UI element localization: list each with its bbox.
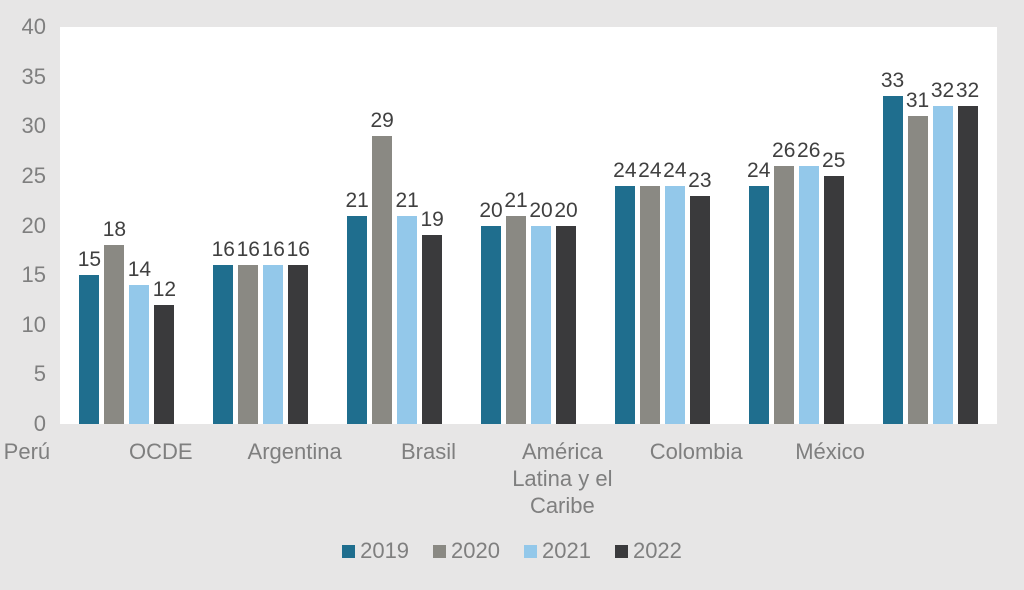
bar-value-label: 16 — [236, 238, 260, 262]
category-label: OCDE — [129, 439, 193, 464]
bar-2021-Brasil — [531, 225, 551, 424]
category-label: Perú — [3, 439, 51, 464]
bar-2021-Argentina — [397, 215, 418, 424]
bar-value-label: 24 — [638, 158, 662, 182]
bar-2020-América — [639, 185, 660, 424]
bar-value-label: 20 — [529, 198, 553, 222]
bar-2020-Perú — [104, 245, 125, 424]
bar-value-label: 32 — [955, 79, 980, 103]
bar-2019-México — [882, 96, 903, 424]
bar-value-label: 15 — [77, 248, 102, 272]
y-tick-label: 35 — [21, 63, 46, 89]
bar-2021-Perú — [129, 285, 150, 424]
bar-2022-OCDE — [288, 265, 309, 424]
legend-item-2020: 2020 — [433, 540, 500, 562]
legend-label: 2022 — [632, 538, 682, 563]
bar-2020-México — [907, 116, 928, 424]
bar-value-label: 16 — [211, 238, 235, 262]
bar-2022-Perú — [154, 304, 175, 424]
bar-value-label: 24 — [747, 158, 771, 182]
bar-value-label: 24 — [663, 158, 687, 182]
bar-2021-Colombia — [798, 165, 819, 424]
bar-2020-Argentina — [372, 136, 393, 424]
y-tick-label: 40 — [21, 14, 46, 39]
bar-2022-Colombia — [823, 175, 844, 424]
bar-2022-México — [957, 106, 978, 424]
bar-value-label: 31 — [905, 89, 930, 113]
bar-2022-Argentina — [422, 235, 443, 424]
bar-value-label: 21 — [504, 188, 528, 212]
bar-2022-América — [689, 195, 710, 424]
bar-value-label: 20 — [554, 198, 578, 222]
bar-value-label: 12 — [152, 277, 177, 301]
legend-swatch-icon — [433, 544, 447, 558]
bar-2019-OCDE — [213, 265, 234, 424]
legend-swatch-icon — [342, 544, 356, 558]
category-label: Brasil — [400, 439, 456, 464]
bar-value-label: 19 — [420, 208, 444, 232]
bar-value-label: 26 — [772, 138, 796, 162]
legend-label: 2021 — [542, 538, 591, 563]
legend-item-2022: 2022 — [614, 538, 682, 563]
category-label: Argentina — [247, 439, 342, 464]
y-tick-label: 30 — [21, 113, 46, 139]
bar-value-label: 26 — [797, 138, 821, 162]
bar-value-label: 32 — [930, 79, 955, 103]
legend-label: 2020 — [451, 538, 500, 563]
y-tick-label: 25 — [21, 162, 46, 188]
bar-2020-OCDE — [238, 265, 259, 424]
bar-2020-Brasil — [506, 215, 526, 424]
bar-value-label: 23 — [688, 168, 712, 192]
bar-2019-Brasil — [481, 225, 501, 424]
bar-2021-OCDE — [263, 265, 284, 424]
y-tick-label: 5 — [33, 361, 46, 387]
bar-value-label: 20 — [479, 198, 503, 222]
bar-value-label: 33 — [880, 69, 905, 93]
legend: 2019 2020 2021 2022 — [0, 540, 1024, 562]
category-label: México — [795, 439, 865, 464]
bar-value-label: 16 — [261, 238, 285, 262]
legend-item-2019: 2019 — [342, 540, 409, 562]
bar-2019-Colombia — [748, 185, 769, 424]
y-tick-label: 15 — [21, 262, 46, 288]
legend-label: 2019 — [360, 538, 410, 563]
legend-item-2021: 2021 — [524, 540, 591, 562]
bar-2019-América — [614, 185, 635, 424]
bar-value-label: 14 — [127, 258, 152, 282]
y-tick-label: 20 — [21, 212, 46, 238]
y-tick-label: 10 — [21, 311, 46, 337]
category-label: Colombia — [649, 439, 743, 464]
bar-value-label: 21 — [395, 188, 419, 212]
category-label: América Latina y el Caribe — [512, 439, 613, 518]
y-tick-label: 0 — [33, 411, 46, 436]
bar-value-label: 29 — [370, 109, 394, 133]
bar-value-label: 25 — [822, 148, 846, 172]
bar-2022-Brasil — [556, 225, 576, 424]
bar-2021-México — [932, 106, 953, 424]
bar-2020-Colombia — [773, 165, 794, 424]
plot-area: 15 18 14 12 16 16 16 16 21 29 21 19 20 21 20 20 24 24 24 23… — [60, 27, 997, 424]
legend-swatch-icon — [614, 544, 628, 558]
bar-value-label: 21 — [345, 188, 369, 212]
bar-value-label: 24 — [613, 158, 637, 182]
bar-2021-América — [664, 185, 685, 424]
bar-2019-Perú — [79, 275, 100, 424]
bar-value-label: 16 — [286, 238, 310, 262]
bar-2019-Argentina — [347, 215, 368, 424]
bar-value-label: 18 — [102, 218, 127, 242]
legend-swatch-icon — [524, 544, 537, 558]
